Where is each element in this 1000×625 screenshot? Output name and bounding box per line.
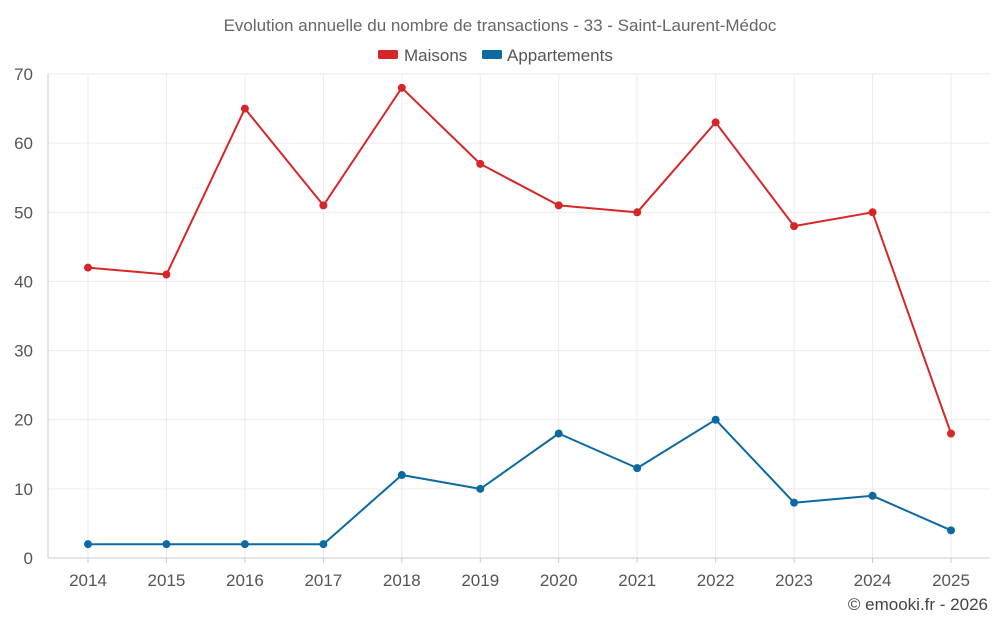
x-tick-label: 2020 bbox=[540, 571, 578, 590]
data-point-appartements[interactable] bbox=[633, 464, 642, 473]
x-tick-label: 2021 bbox=[618, 571, 656, 590]
x-tick-label: 2015 bbox=[148, 571, 186, 590]
x-tick-label: 2025 bbox=[932, 571, 970, 590]
y-tick-label: 10 bbox=[14, 480, 33, 499]
y-tick-label: 70 bbox=[14, 65, 33, 84]
legend-label-appartements: Appartements bbox=[507, 46, 613, 65]
data-point-appartements[interactable] bbox=[84, 540, 92, 549]
series-line-appartements bbox=[88, 418, 952, 546]
data-point-maisons[interactable] bbox=[319, 201, 328, 210]
series-maisons bbox=[84, 83, 955, 438]
axes: 0 10 20 30 40 50 60 70 2014 2015 2016 2017 2018 2019 2… bbox=[14, 65, 990, 590]
legend-swatch-appartements bbox=[482, 50, 502, 59]
data-point-maisons[interactable] bbox=[240, 104, 249, 113]
data-point-appartements[interactable] bbox=[319, 540, 328, 549]
x-tick-label: 2014 bbox=[69, 571, 107, 590]
legend-swatch-maisons bbox=[378, 50, 398, 59]
credit-text: © emooki.fr - 2026 bbox=[848, 595, 988, 614]
data-point-maisons[interactable] bbox=[947, 429, 955, 438]
data-point-maisons[interactable] bbox=[476, 159, 485, 168]
data-point-maisons[interactable] bbox=[868, 208, 877, 217]
data-point-appartements[interactable] bbox=[476, 484, 485, 493]
data-point-maisons[interactable] bbox=[397, 83, 406, 92]
data-point-maisons[interactable] bbox=[162, 270, 171, 279]
data-point-appartements[interactable] bbox=[790, 498, 799, 507]
data-point-maisons[interactable] bbox=[790, 222, 799, 231]
data-point-appartements[interactable] bbox=[711, 415, 720, 424]
data-point-appartements[interactable] bbox=[868, 491, 877, 500]
legend-label-maisons: Maisons bbox=[404, 46, 467, 65]
legend-item-maisons[interactable]: Maisons bbox=[378, 46, 467, 65]
data-point-appartements[interactable] bbox=[240, 540, 249, 549]
data-point-maisons[interactable] bbox=[84, 263, 92, 272]
y-tick-label: 50 bbox=[14, 203, 33, 222]
x-tick-label: 2024 bbox=[854, 571, 892, 590]
series bbox=[84, 83, 955, 549]
grid bbox=[48, 73, 990, 558]
data-point-maisons[interactable] bbox=[633, 208, 642, 217]
data-point-appartements[interactable] bbox=[947, 526, 955, 535]
y-tick-label: 40 bbox=[14, 272, 33, 291]
series-line-maisons bbox=[87, 86, 952, 434]
chart-title: Evolution annuelle du nombre de transact… bbox=[224, 16, 777, 35]
x-tick-label: 2017 bbox=[304, 571, 342, 590]
series-appartements bbox=[84, 415, 955, 549]
x-tick-label: 2022 bbox=[697, 571, 735, 590]
x-tick-label: 2019 bbox=[461, 571, 499, 590]
y-tick-label: 60 bbox=[14, 134, 33, 153]
y-tick-label: 20 bbox=[14, 411, 33, 430]
legend-item-appartements[interactable]: Appartements bbox=[482, 46, 613, 65]
x-tick-label: 2018 bbox=[383, 571, 421, 590]
y-tick-label: 0 bbox=[24, 549, 33, 568]
data-point-appartements[interactable] bbox=[397, 471, 406, 480]
y-tick-label: 30 bbox=[14, 342, 33, 361]
x-tick-label: 2016 bbox=[226, 571, 264, 590]
legend: Maisons Appartements bbox=[378, 46, 613, 65]
data-point-appartements[interactable] bbox=[162, 540, 171, 549]
data-point-maisons[interactable] bbox=[554, 201, 563, 210]
data-point-appartements[interactable] bbox=[554, 429, 563, 438]
x-tick-label: 2023 bbox=[775, 571, 813, 590]
data-point-maisons[interactable] bbox=[711, 118, 720, 127]
